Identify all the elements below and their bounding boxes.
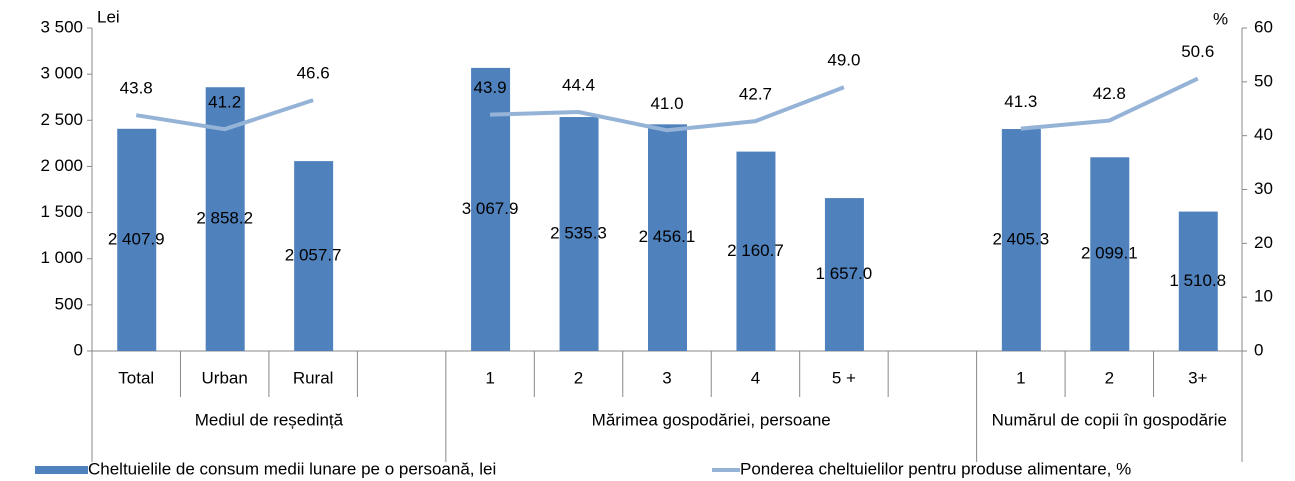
data-label: 1 657.0 (816, 264, 873, 283)
x-tick-label: 2 (574, 368, 583, 387)
data-label: 2 407.9 (108, 229, 165, 248)
y-tick-label: 0 (74, 340, 83, 359)
x-tick-label: Urban (202, 368, 248, 387)
bar (294, 161, 334, 351)
data-label: 43.8 (120, 79, 153, 98)
y2-tick-label: 20 (1254, 233, 1273, 252)
y-tick-label: 3 500 (40, 17, 83, 36)
data-label: 2 858.2 (196, 209, 253, 228)
data-label: 43.9 (474, 78, 507, 97)
x-tick-label: 4 (751, 368, 760, 387)
bar (1090, 157, 1130, 351)
data-label: 42.8 (1093, 84, 1126, 103)
bar (117, 128, 157, 351)
data-label: 3 067.9 (462, 199, 519, 218)
legend-label: Ponderea cheltuielilor pentru produse al… (740, 459, 1131, 478)
data-label: 41.0 (650, 94, 683, 113)
data-label: 2 099.1 (1081, 244, 1138, 263)
y-tick-label: 1 000 (40, 248, 83, 267)
legend-label: Cheltuielile de consum medii lunare pe o… (88, 459, 496, 478)
bar (648, 124, 687, 351)
bar (736, 151, 776, 351)
y-tick-label: 2 500 (40, 110, 83, 129)
y-tick-label: 1 500 (40, 202, 83, 221)
y2-tick-label: 60 (1254, 17, 1273, 36)
bar (205, 87, 245, 351)
y-axis-label: Lei (97, 7, 120, 26)
line (1020, 76, 1199, 131)
y2-tick-label: 40 (1254, 125, 1273, 144)
data-label: 42.7 (739, 85, 772, 104)
bar (1001, 129, 1041, 351)
x-tick-label: 2 (1105, 368, 1114, 387)
line (490, 85, 845, 133)
y2-axis-label: % (1213, 9, 1228, 28)
group-label: Mărimea gospodăriei, persoane (592, 410, 831, 429)
line (135, 98, 314, 132)
y2-tick-label: 50 (1254, 71, 1273, 90)
data-label: 49.0 (827, 51, 860, 70)
data-label: 2 160.7 (727, 241, 784, 260)
x-tick-label: Total (118, 368, 154, 387)
data-label: 1 510.8 (1169, 271, 1226, 290)
group-label: Numărul de copii în gospodărie (992, 410, 1227, 429)
bar (1178, 211, 1218, 351)
y2-tick-label: 30 (1254, 179, 1273, 198)
x-tick-label: 5 + (832, 368, 856, 387)
y2-tick-label: 10 (1254, 287, 1273, 306)
group-label: Mediul de reședință (195, 410, 344, 429)
data-label: 2 535.3 (550, 223, 607, 242)
data-label: 41.3 (1004, 92, 1037, 111)
data-label: 46.6 (297, 64, 330, 83)
data-label: 41.2 (208, 93, 241, 112)
x-tick-label: 1 (485, 368, 494, 387)
bar (824, 198, 864, 351)
data-label: 2 456.1 (639, 227, 696, 246)
y-tick-label: 500 (55, 294, 83, 313)
x-tick-label: 1 (1016, 368, 1025, 387)
data-label: 50.6 (1181, 42, 1214, 61)
x-tick-label: Rural (293, 368, 334, 387)
data-label: 2 405.3 (992, 229, 1049, 248)
data-label: 44.4 (562, 75, 595, 94)
bar (559, 117, 599, 351)
x-tick-label: 3+ (1188, 368, 1207, 387)
data-label: 2 057.7 (285, 246, 342, 265)
x-tick-label: 3 (662, 368, 671, 387)
y2-tick-label: 0 (1254, 340, 1263, 359)
y-tick-label: 3 000 (40, 64, 83, 83)
y-tick-label: 2 000 (40, 156, 83, 175)
legend-swatch (35, 466, 88, 474)
